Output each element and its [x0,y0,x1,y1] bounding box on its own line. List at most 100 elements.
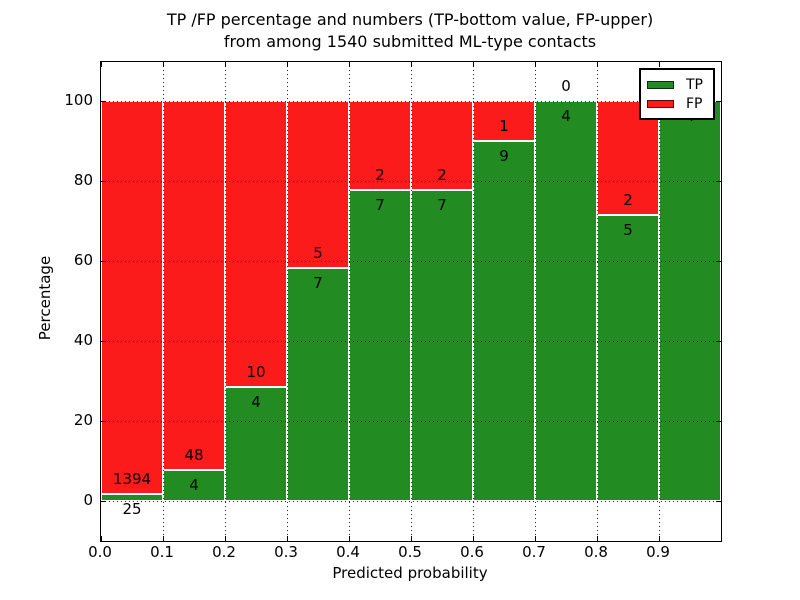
x-tick-bottom [349,536,350,541]
fp-count-label: 0 [561,77,571,95]
tp-count-label: 4 [251,392,261,411]
tp-bar-segment [101,493,163,501]
y-tick-label: 80 [73,171,93,189]
x-tick-bottom [473,536,474,541]
y-tick-label: 20 [73,411,93,429]
v-gridline [473,62,474,541]
x-tick-bottom [597,536,598,541]
x-tick-label: 0.5 [398,543,422,561]
fp-bar-segment [287,101,349,268]
x-tick-label: 0.7 [522,543,546,561]
v-gridline [225,62,226,541]
y-tick-right [716,261,721,262]
x-tick-bottom [535,536,536,541]
tp-count-label: 4 [561,107,571,125]
y-tick-right [716,421,721,422]
y-tick-label: 100 [64,91,93,109]
legend-label-tp: TP [686,76,703,93]
y-tick-left [101,341,106,342]
fp-bar-segment [411,101,473,190]
fp-bar-segment [163,101,225,471]
legend-item-fp: FP [647,94,707,113]
y-tick-right [716,181,721,182]
x-tick-top [101,62,102,67]
x-tick-bottom [659,536,660,541]
tp-count-label: 7 [375,195,385,214]
x-tick-label: 0.6 [460,543,484,561]
legend-label-fp: FP [686,95,703,112]
x-tick-bottom [163,536,164,541]
tp-bar-segment [349,189,411,501]
fp-legend-swatch [647,99,674,108]
v-gridline [659,62,660,541]
x-tick-top [597,62,598,67]
y-tick-right [716,101,721,102]
tp-count-label: 4 [189,476,199,495]
x-tick-top [225,62,226,67]
legend-item-tp: TP [647,75,707,94]
fp-count-label: 1394 [112,469,152,488]
x-tick-top [163,62,164,67]
fp-bar-segment [101,101,163,494]
x-tick-label: 0.8 [584,543,608,561]
y-tick-label: 40 [73,331,93,349]
x-tick-label: 0.2 [212,543,236,561]
y-tick-left [101,501,106,502]
tp-legend-swatch [647,80,674,89]
y-tick-right [716,341,721,342]
chart-title-line1: TP /FP percentage and numbers (TP-bottom… [166,10,654,29]
tp-count-label: 25 [122,499,142,518]
y-tick-left [101,421,106,422]
x-axis-label: Predicted probability [332,564,488,582]
x-tick-top [287,62,288,67]
x-tick-label: 0.1 [150,543,174,561]
x-tick-top [349,62,350,67]
y-tick-label: 60 [73,251,93,269]
tp-bar-segment [411,189,473,501]
v-gridline [411,62,412,541]
y-tick-left [101,261,106,262]
fp-count-label: 2 [437,165,447,184]
tp-bar-segment [287,267,349,501]
y-tick-right [716,501,721,502]
v-gridline [287,62,288,541]
x-tick-bottom [287,536,288,541]
x-tick-top [659,62,660,67]
x-tick-label: 0.9 [646,543,670,561]
tp-count-label: 5 [623,221,633,240]
tp-bar-segment [597,215,659,501]
fp-count-label: 5 [313,243,323,262]
tp-count-label: 7 [437,195,447,214]
fp-bar-segment [225,101,287,387]
y-tick-label: 0 [83,491,93,509]
v-gridline [597,62,598,541]
y-tick-left [101,181,106,182]
tp-count-label: 9 [499,147,509,165]
tp-bar-segment [535,101,597,501]
tp-bar-segment [473,141,535,501]
tp-count-label: 7 [313,273,323,292]
x-tick-label: 0.4 [336,543,360,561]
tp-bar-segment [659,101,721,501]
fp-count-label: 48 [184,446,204,465]
x-tick-top [411,62,412,67]
v-gridline [535,62,536,541]
y-tick-left [101,101,106,102]
legend: TP FP [639,68,715,120]
x-tick-top [535,62,536,67]
x-tick-bottom [101,536,102,541]
tp-bar-segment [225,386,287,501]
fp-bar-segment [349,101,411,190]
x-tick-bottom [411,536,412,541]
fp-count-label: 2 [375,165,385,184]
x-tick-bottom [225,536,226,541]
fp-count-label: 10 [246,362,266,381]
x-tick-label: 0.0 [88,543,112,561]
x-tick-label: 0.3 [274,543,298,561]
fp-count-label: 1 [499,117,509,135]
v-gridline [349,62,350,541]
chart-title-line2: from among 1540 submitted ML-type contac… [223,32,597,51]
x-tick-top [473,62,474,67]
